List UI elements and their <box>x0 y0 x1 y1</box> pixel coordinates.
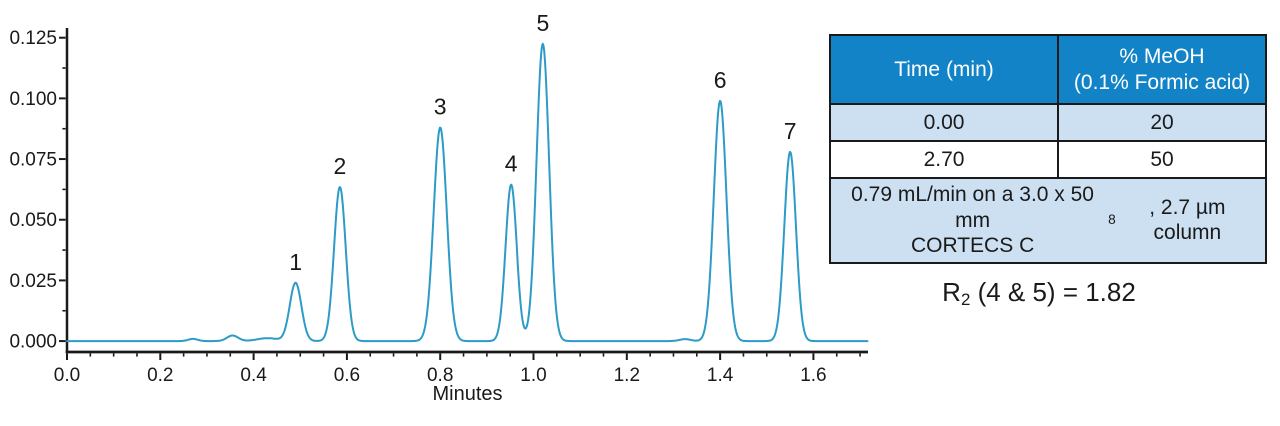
x-axis-title: Minutes <box>432 383 502 405</box>
peak-label-7: 7 <box>784 118 797 144</box>
y-tick-label: 0.075 <box>9 150 57 171</box>
x-tick-label: 1.0 <box>520 365 546 386</box>
peak-label-3: 3 <box>434 94 447 120</box>
table-row: 2.70 50 <box>831 140 1265 177</box>
peak-label-2: 2 <box>334 153 347 179</box>
table-header-row: Time (min) % MeOH (0.1% Formic acid) <box>831 36 1265 103</box>
y-tick-label: 0.000 <box>9 332 57 353</box>
x-tick-label: 1.2 <box>614 365 640 386</box>
footer-subscript: 8 <box>1108 212 1116 228</box>
footer-text: , 2.7 µm column <box>1149 195 1226 245</box>
chromatogram-trace <box>66 42 869 343</box>
x-tick-label: 0.2 <box>147 365 173 386</box>
resolution-annotation: R2 (4 & 5) = 1.82 <box>829 277 1249 310</box>
x-tick-label: 0.6 <box>334 365 360 386</box>
table-row: 0.00 20 <box>831 103 1265 140</box>
resolution-subscript: 2 <box>960 290 971 310</box>
x-tick-label: 1.6 <box>800 365 826 386</box>
table-cell-time: 0.00 <box>923 110 965 134</box>
peak-label-5: 5 <box>536 10 549 36</box>
x-tick-label: 1.4 <box>707 365 734 386</box>
chromatogram-plot: 0.0 0.2 0.4 0.6 0.8 1.0 1.2 1.4 1.6 0.000 0.025 0.0… <box>9 10 869 405</box>
y-tick-label: 0.125 <box>9 28 57 49</box>
table-header-time: Time (min) <box>831 36 1057 103</box>
table-header-meoh: % MeOH (0.1% Formic acid) <box>1057 36 1265 103</box>
resolution-value: (4 & 5) = 1.82 <box>970 277 1136 307</box>
y-tick-label: 0.050 <box>9 210 57 231</box>
peak-label-1: 1 <box>289 249 302 275</box>
peak-label-4: 4 <box>505 151 518 177</box>
gradient-table: Time (min) % MeOH (0.1% Formic acid) 0.0… <box>829 34 1267 264</box>
peak-label-6: 6 <box>714 67 727 93</box>
table-cell-meoh: 20 <box>1057 105 1265 140</box>
x-tick-label: 0.0 <box>54 365 80 386</box>
y-tick-label: 0.100 <box>9 89 57 110</box>
y-tick-label: 0.025 <box>9 271 57 292</box>
table-footer-conditions: 0.79 mL/min on a 3.0 x 50 mm CORTECS C 8,… <box>831 179 1265 262</box>
footer-text: 0.79 mL/min on a 3.0 x 50 mm CORTECS C <box>851 183 1094 258</box>
x-tick-label: 0.4 <box>240 365 267 386</box>
resolution-symbol: R <box>942 277 961 307</box>
table-cell-meoh: 50 <box>1057 142 1265 177</box>
table-cell-time: 2.70 <box>923 147 965 171</box>
x-tick-label: 0.8 <box>427 365 453 386</box>
